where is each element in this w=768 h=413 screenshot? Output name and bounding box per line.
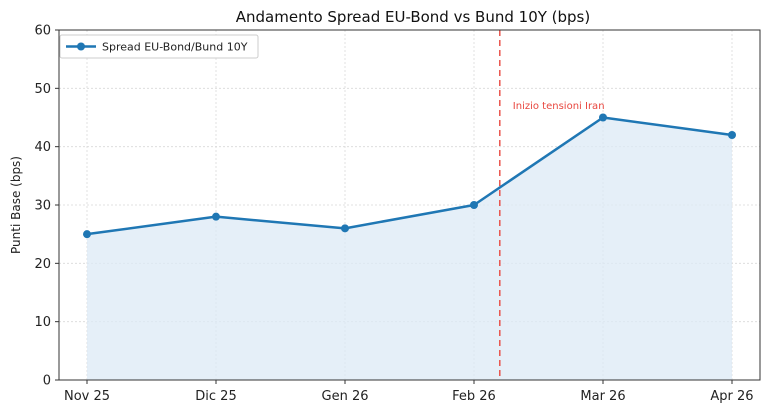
legend: Spread EU-Bond/Bund 10Y	[59, 34, 259, 59]
data-point	[212, 212, 220, 221]
x-tick-label: Gen 26	[322, 389, 369, 404]
annotation-label: Inizio tensioni Iran	[513, 101, 605, 112]
area-fill	[87, 117, 732, 380]
y-tick-label: 50	[34, 82, 51, 97]
annotation-layer: Inizio tensioni Iran	[499, 30, 605, 380]
x-tick-label: Mar 26	[580, 389, 625, 404]
x-tick-label: Dic 25	[195, 389, 236, 404]
y-tick-label: 30	[34, 199, 51, 214]
legend-box	[59, 34, 259, 59]
data-point	[83, 230, 91, 239]
x-tick-label: Apr 26	[710, 389, 753, 404]
plot-frame	[58, 29, 761, 381]
series-line-layer	[86, 116, 733, 236]
y-tick-label: 10	[34, 315, 51, 330]
legend-label: Spread EU-Bond/Bund 10Y	[102, 41, 248, 54]
y-tick-label: 20	[34, 257, 51, 272]
legend-marker	[77, 42, 85, 51]
area-fill-layer	[87, 117, 732, 380]
axes	[55, 29, 761, 384]
series-line	[86, 116, 733, 236]
data-point	[728, 131, 736, 139]
data-point	[599, 113, 607, 122]
x-tick-label: Nov 25	[64, 389, 110, 404]
y-axis-label: Punti Base (bps)	[9, 156, 23, 254]
y-tick-label: 40	[34, 140, 51, 155]
y-tick-label: 0	[43, 374, 51, 389]
data-points-layer	[83, 113, 736, 239]
x-tick-label: Feb 26	[452, 389, 496, 404]
x-tick-labels: Nov 25 Dic 25 Gen 26 Feb 26 Mar 26 Apr 26	[64, 389, 754, 404]
data-point	[470, 201, 478, 209]
y-tick-labels: 0 10 20 30 40 50 60	[34, 24, 51, 389]
chart-title: Andamento Spread EU-Bond vs Bund 10Y (bp…	[236, 8, 590, 26]
y-tick-label: 60	[34, 24, 51, 39]
data-point	[341, 224, 349, 233]
